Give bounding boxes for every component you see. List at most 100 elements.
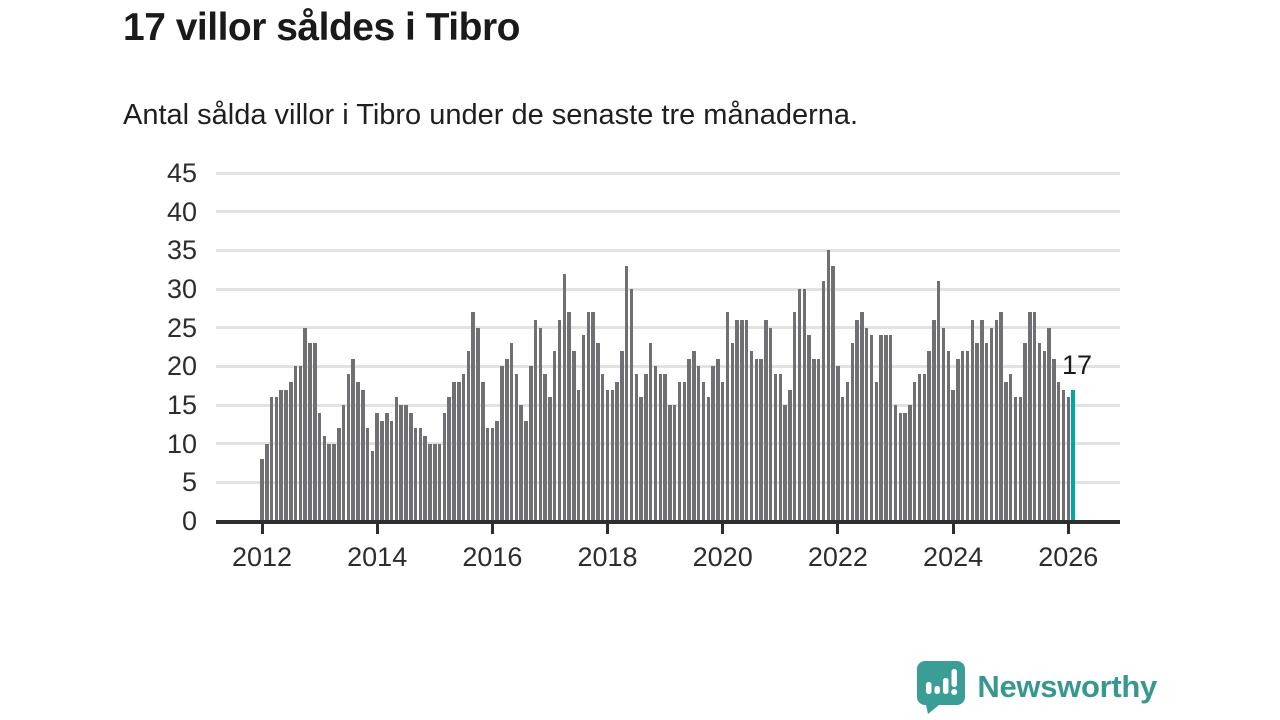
bar [797,289,802,521]
bar [634,374,639,521]
bar [826,250,831,521]
bar [562,273,567,521]
bar [754,358,759,521]
bar [375,412,379,521]
bar [980,319,984,521]
x-axis-tick [606,524,609,534]
bar [404,405,408,521]
bar [677,381,682,521]
bar [365,428,370,521]
bar [409,412,413,521]
bar [639,397,643,521]
bar [831,265,835,521]
bar [778,374,783,521]
y-axis-label: 15 [166,390,197,420]
bar [1066,397,1071,521]
bar [289,381,293,521]
y-axis-label: 45 [166,158,197,188]
bar [490,428,495,521]
bar [591,312,595,521]
bar [696,366,701,521]
bar [749,350,754,521]
bar [807,335,811,521]
x-axis-label: 2020 [692,542,753,572]
bar [946,350,951,521]
bar [850,343,855,521]
bar [759,358,763,521]
bar [481,381,485,521]
bar [783,405,787,521]
bar [663,374,667,521]
bar [1032,312,1037,521]
bar [437,443,442,521]
x-axis-tick [721,524,725,534]
bar [773,374,778,521]
bar [576,389,581,521]
bar [529,366,533,521]
bar [466,350,471,521]
bar [960,350,965,521]
bar [658,374,663,521]
newsworthy-logo: Newsworthy [915,659,1157,714]
bar [1056,381,1061,521]
bar [706,397,711,521]
bar [730,343,735,521]
bar [581,335,586,521]
bar [495,420,499,521]
bar [293,366,298,521]
gridline [216,480,1120,484]
bar [687,358,691,521]
bar [332,443,336,521]
bar [888,335,893,521]
bar [524,420,528,521]
x-axis-tick [375,524,379,534]
bar [476,327,480,521]
bar [346,374,351,521]
bar [615,381,619,521]
x-axis [216,520,1120,524]
x-axis-label: 2018 [577,542,638,572]
bar [994,319,999,521]
bar [600,374,605,521]
x-axis-label: 2026 [1038,542,1099,572]
x-axis-tick [836,524,840,534]
bar [860,312,864,521]
bar [1042,350,1047,521]
gridline [216,210,1120,214]
bar [922,374,927,521]
bar [423,435,427,521]
bar [452,381,456,521]
y-axis-label: 30 [166,274,197,304]
bar [413,428,418,521]
y-axis-label: 20 [166,351,197,382]
bar [970,319,975,521]
bar [903,412,907,521]
bar [279,389,283,521]
bar [471,312,475,521]
x-axis-tick [490,524,494,534]
bar [812,358,816,521]
bar [433,443,437,521]
bar [274,397,279,521]
bar [519,405,523,521]
bar [1018,397,1023,521]
bar [351,358,355,521]
highlighted-bar [1071,389,1075,521]
bar [567,312,571,521]
bar [596,343,600,521]
bar [394,397,399,521]
bar [1037,343,1042,521]
bar [505,358,509,521]
chart-subtitle: Antal sålda villor i Tibro under de sena… [123,99,859,131]
bar [1061,389,1066,521]
bar [792,312,797,521]
bar [879,335,883,521]
gridline [216,364,1120,368]
bar [284,389,288,521]
bar [1047,327,1051,521]
bar [716,358,720,521]
bar [898,412,903,521]
bar [514,374,519,521]
x-axis-tick [1066,524,1070,534]
bar [855,319,859,521]
